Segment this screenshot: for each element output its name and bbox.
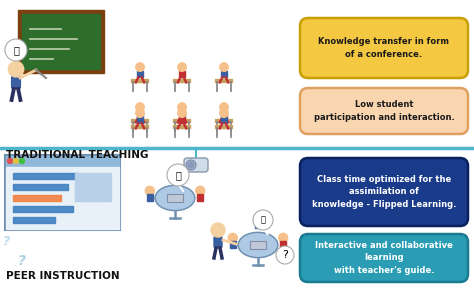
- Bar: [216, 119, 233, 123]
- Polygon shape: [263, 228, 268, 235]
- Circle shape: [211, 223, 225, 237]
- Bar: [280, 240, 286, 248]
- Polygon shape: [178, 184, 183, 192]
- Text: Interactive and collaborative
learning
with teacher's guide.: Interactive and collaborative learning w…: [315, 241, 453, 275]
- Circle shape: [186, 160, 196, 170]
- Bar: [173, 119, 191, 123]
- Polygon shape: [16, 59, 21, 66]
- Text: ?: ?: [6, 199, 14, 213]
- Circle shape: [136, 109, 144, 117]
- Bar: [173, 125, 191, 128]
- Bar: [216, 79, 233, 82]
- Bar: [173, 79, 191, 82]
- Circle shape: [13, 158, 18, 164]
- Circle shape: [136, 103, 144, 111]
- Bar: [229, 240, 236, 248]
- Bar: [167, 194, 183, 202]
- Bar: [137, 116, 143, 123]
- Circle shape: [19, 158, 25, 164]
- Bar: [13, 173, 78, 179]
- Text: Class time optimized for the
assimilation of
knowledge - Flipped Learning.: Class time optimized for the assimilatio…: [312, 175, 456, 209]
- Text: 💡: 💡: [261, 216, 265, 225]
- Text: 💡: 💡: [175, 170, 181, 180]
- Circle shape: [220, 109, 228, 117]
- Bar: [75, 173, 111, 201]
- Bar: [5, 155, 120, 230]
- Text: 💡: 💡: [13, 45, 19, 55]
- Circle shape: [5, 39, 27, 61]
- Circle shape: [279, 233, 288, 242]
- Text: TRADITIONAL TEACHING: TRADITIONAL TEACHING: [6, 150, 148, 160]
- Circle shape: [171, 166, 180, 175]
- Bar: [131, 125, 148, 128]
- Circle shape: [178, 109, 186, 117]
- Bar: [172, 174, 178, 181]
- Text: ?: ?: [18, 254, 26, 268]
- Circle shape: [220, 103, 228, 111]
- Circle shape: [178, 103, 186, 111]
- Bar: [137, 71, 143, 77]
- Bar: [216, 125, 233, 128]
- Bar: [137, 110, 143, 117]
- Text: ?: ?: [282, 250, 288, 260]
- FancyBboxPatch shape: [300, 18, 468, 78]
- FancyBboxPatch shape: [214, 236, 222, 248]
- Circle shape: [9, 62, 24, 77]
- Bar: [13, 206, 73, 212]
- Bar: [179, 116, 185, 123]
- Bar: [197, 194, 203, 201]
- Circle shape: [276, 246, 294, 264]
- Bar: [179, 110, 185, 117]
- Circle shape: [178, 63, 186, 71]
- Circle shape: [167, 164, 189, 186]
- FancyBboxPatch shape: [300, 88, 468, 134]
- FancyBboxPatch shape: [300, 158, 468, 226]
- Ellipse shape: [238, 232, 278, 257]
- Bar: [221, 71, 227, 77]
- Circle shape: [196, 186, 205, 195]
- Bar: [6, 167, 119, 229]
- Text: Low student
participation and interaction.: Low student participation and interactio…: [314, 100, 455, 122]
- Text: ?: ?: [3, 235, 10, 248]
- FancyBboxPatch shape: [300, 234, 468, 282]
- Circle shape: [228, 233, 237, 242]
- Bar: [131, 119, 148, 123]
- Bar: [6, 156, 119, 166]
- Bar: [18, 10, 104, 73]
- Bar: [13, 184, 68, 190]
- FancyBboxPatch shape: [11, 76, 20, 89]
- Circle shape: [254, 214, 263, 223]
- Polygon shape: [285, 262, 290, 268]
- Bar: [146, 194, 153, 201]
- Bar: [131, 79, 148, 82]
- FancyBboxPatch shape: [184, 158, 208, 172]
- Circle shape: [136, 63, 144, 71]
- Circle shape: [146, 186, 155, 195]
- Bar: [255, 221, 261, 228]
- Circle shape: [253, 210, 273, 230]
- Bar: [221, 110, 227, 117]
- Circle shape: [220, 63, 228, 71]
- Circle shape: [188, 162, 194, 168]
- Circle shape: [8, 158, 12, 164]
- Bar: [250, 241, 266, 249]
- Bar: [13, 195, 61, 201]
- Bar: [13, 217, 55, 223]
- Text: PEER INSTRUCTION: PEER INSTRUCTION: [6, 271, 119, 281]
- Ellipse shape: [155, 186, 195, 211]
- Text: Knowledge transfer in form
of a conference.: Knowledge transfer in form of a conferen…: [319, 37, 449, 59]
- Bar: [221, 116, 227, 123]
- Bar: [22, 14, 100, 69]
- Text: ?: ?: [3, 164, 13, 182]
- Bar: [179, 71, 185, 77]
